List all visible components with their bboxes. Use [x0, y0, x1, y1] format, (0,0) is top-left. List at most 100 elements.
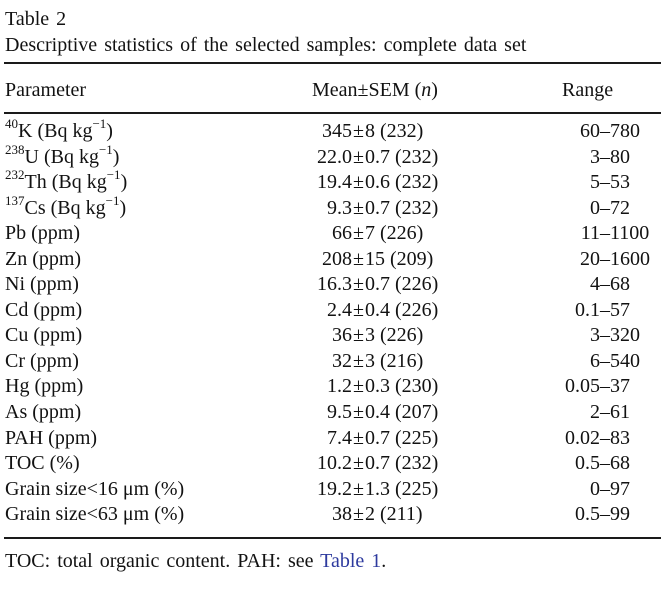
range-low: 11: [580, 222, 600, 245]
range-dash: –: [600, 324, 610, 347]
range-high: 83: [610, 426, 630, 449]
table-top-rule: [4, 62, 661, 64]
plus-minus-sign: ±: [353, 349, 364, 372]
mean-sem-cell: 19.4±0.6 (232): [296, 170, 438, 196]
parameter-cell: 238U (Bq kg−1): [5, 141, 120, 168]
table1-link[interactable]: Table 1: [320, 550, 382, 572]
parameter-cell: Pb (ppm): [5, 222, 80, 245]
plus-minus-sign: ±: [353, 145, 364, 168]
table-row: 232Th (Bq kg−1) 19.4±0.6 (232) 5–53: [0, 168, 666, 196]
table-row: Cd (ppm) 2.4±0.4 (226) 0.1–57: [0, 298, 666, 324]
range-cell: 0.1–57: [540, 298, 630, 324]
range-low: 0.1: [575, 298, 600, 321]
range-high: 1100: [610, 222, 650, 245]
range-dash: –: [600, 222, 610, 245]
range-cell: 2–61: [540, 400, 630, 426]
mean-sem-cell: 66±7 (226): [296, 221, 423, 247]
mean-value: 38: [332, 503, 352, 526]
mean-sem-cell: 1.2±0.3 (230): [296, 374, 438, 400]
range-dash: –: [600, 171, 610, 194]
plus-minus-sign: ±: [353, 298, 364, 321]
table-row: PAH (ppm) 7.4±0.7 (225) 0.02–83: [0, 426, 666, 452]
column-header-range: Range: [562, 79, 614, 101]
superscript: 40: [5, 116, 18, 132]
mean-sem-cell: 9.5±0.4 (207): [296, 400, 438, 426]
range-low: 20: [580, 247, 600, 270]
mean-sem-cell: 2.4±0.4 (226): [296, 298, 438, 324]
range-dash: –: [600, 401, 610, 424]
plus-minus-sign: ±: [353, 324, 364, 347]
plus-minus-sign: ±: [353, 196, 364, 219]
plus-minus-sign: ±: [353, 452, 364, 475]
mean-sem-cell: 9.3±0.7 (232): [296, 196, 438, 222]
sem-and-n-value: 0.7 (232): [364, 452, 439, 475]
table-caption: Descriptive statistics of the selected s…: [5, 34, 527, 56]
mean-value: 32: [332, 349, 352, 372]
sem-and-n-value: 0.4 (226): [364, 298, 439, 321]
plus-minus-sign: ±: [353, 503, 364, 526]
range-high: 540: [610, 349, 640, 372]
parameter-cell: Hg (ppm): [5, 375, 84, 398]
mean-value: 66: [332, 222, 352, 245]
plus-minus-sign: ±: [353, 401, 364, 424]
table-row: 40K (Bq kg−1) 345±8 (232) 60–780: [0, 116, 666, 145]
parameter-cell: 40K (Bq kg−1): [5, 116, 113, 142]
sem-and-n-value: 15 (209): [364, 247, 434, 270]
mean-value: 10.2: [317, 452, 352, 475]
parameter-cell: Cr (ppm): [5, 349, 79, 372]
table-row: 137Cs (Bq kg−1) 9.3±0.7 (232) 0–72: [0, 194, 666, 222]
range-cell: 4–68: [540, 272, 630, 298]
range-low: 0.5: [575, 452, 600, 475]
mean-sem-cell: 36±3 (226): [296, 323, 423, 349]
sem-and-n-value: 0.3 (230): [364, 375, 439, 398]
mean-sem-cell: 345±8 (232): [296, 119, 423, 145]
sem-and-n-value: 0.7 (225): [364, 426, 439, 449]
range-dash: –: [600, 120, 610, 142]
mean-sem-cell: 32±3 (216): [296, 349, 423, 375]
table-row: TOC (%) 10.2±0.7 (232) 0.5–68: [0, 451, 666, 477]
range-high: 68: [610, 452, 630, 475]
range-low: 0.5: [575, 503, 600, 526]
table-row: Pb (ppm) 66±7 (226) 11–1100: [0, 221, 666, 247]
table-bottom-rule: [4, 537, 661, 539]
range-cell: 3–320: [540, 323, 640, 349]
range-low: 0: [590, 477, 600, 500]
table-row: Cr (ppm) 32±3 (216) 6–540: [0, 349, 666, 375]
parameter-cell: As (ppm): [5, 401, 82, 424]
table-header-rule: [4, 112, 661, 114]
range-dash: –: [600, 196, 610, 219]
sem-and-n-value: 2 (211): [364, 503, 423, 526]
range-dash: –: [600, 247, 610, 270]
mean-sem-cell: 22.0±0.7 (232): [296, 145, 438, 171]
range-cell: 0.5–99: [540, 502, 630, 528]
range-cell: 60–780: [540, 119, 640, 145]
range-low: 4: [590, 273, 600, 296]
parameter-cell: Zn (ppm): [5, 247, 82, 270]
superscript: −1: [92, 116, 107, 132]
plus-minus-sign: ±: [353, 273, 364, 296]
mean-value: 2.4: [327, 298, 352, 321]
sem-and-n-value: 0.6 (232): [364, 171, 439, 194]
range-cell: 0.05–37: [540, 374, 630, 400]
range-dash: –: [600, 477, 610, 500]
mean-sem-cell: 19.2±1.3 (225): [296, 477, 438, 503]
plus-minus-sign: ±: [353, 120, 364, 142]
plus-minus-sign: ±: [353, 171, 364, 194]
range-cell: 5–53: [540, 170, 630, 196]
range-low: 0.05: [565, 375, 600, 398]
range-high: 320: [610, 324, 640, 347]
range-high: 80: [610, 145, 630, 168]
range-high: 99: [610, 503, 630, 526]
range-dash: –: [600, 349, 610, 372]
plus-minus-sign: ±: [353, 222, 364, 245]
mean-value: 9.3: [327, 196, 352, 219]
table-row: Zn (ppm) 208±15 (209) 20–1600: [0, 247, 666, 273]
range-low: 2: [590, 401, 600, 424]
sem-and-n-value: 0.7 (226): [364, 273, 439, 296]
range-high: 72: [610, 196, 630, 219]
sem-and-n-value: 8 (232): [364, 120, 424, 142]
mean-value: 36: [332, 324, 352, 347]
sem-and-n-value: 7 (226): [364, 222, 424, 245]
column-header-parameter: Parameter: [5, 79, 87, 101]
